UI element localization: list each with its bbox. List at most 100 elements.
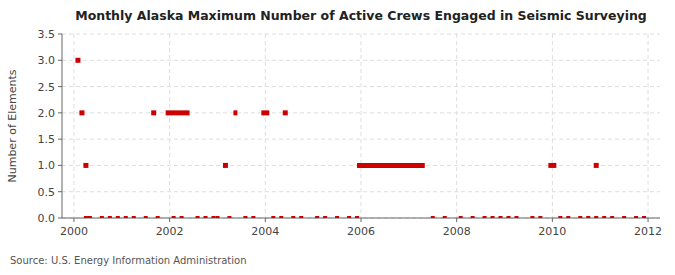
zero-mark (84, 216, 88, 218)
zero-mark (471, 216, 475, 218)
point (79, 110, 84, 115)
grid (62, 34, 660, 218)
point (283, 110, 288, 115)
tick-mark (58, 165, 62, 166)
chart: 0.00.51.01.52.02.53.03.52000200220042006… (0, 0, 675, 275)
tick-mark (58, 60, 62, 61)
zero-mark (88, 216, 92, 218)
zero-mark (634, 216, 638, 218)
grid-line (648, 34, 649, 218)
zero-mark (578, 216, 582, 218)
zero-mark (204, 216, 208, 218)
zero-mark (227, 216, 231, 218)
zero-mark (156, 216, 160, 218)
grid-line (62, 60, 660, 61)
zero-mark (558, 216, 562, 218)
tick-label: 2000 (60, 225, 88, 238)
segment (357, 163, 425, 168)
zero-mark (499, 216, 503, 218)
zero-mark (586, 216, 590, 218)
tick-mark (73, 218, 74, 222)
zero-mark (491, 216, 495, 218)
y-axis-line (62, 34, 63, 218)
zero-mark (594, 216, 598, 218)
zero-mark (116, 216, 120, 218)
grid-line (361, 34, 362, 218)
series (75, 58, 598, 168)
zero-mark (299, 216, 303, 218)
segment (233, 110, 237, 115)
zero-mark (196, 216, 200, 218)
zero-mark (514, 216, 518, 218)
tick-label: 0.5 (38, 186, 56, 199)
point (151, 110, 156, 115)
annotation: Source: U.S. Energy Information Administ… (10, 255, 247, 266)
zero-mark (538, 216, 542, 218)
zero-mark (132, 216, 136, 218)
point (223, 163, 228, 168)
segment (166, 110, 190, 115)
tick-label: 0.0 (38, 212, 56, 225)
zero-mark (642, 216, 646, 218)
zero-mark (566, 216, 570, 218)
point (594, 163, 599, 168)
zero-mark (622, 216, 626, 218)
tick-label: 1.0 (38, 159, 56, 172)
grid-line (62, 165, 660, 166)
segment (261, 110, 269, 115)
zero-mark (355, 216, 359, 218)
tick-mark (58, 191, 62, 192)
tick-label: 2006 (347, 225, 375, 238)
tick-label: 2012 (634, 225, 662, 238)
zero-mark (335, 216, 339, 218)
zero-mark (251, 216, 255, 218)
grid-line (265, 34, 266, 218)
point (83, 163, 88, 168)
zero-mark (347, 216, 351, 218)
tick-label: 2004 (251, 225, 279, 238)
zero-mark (279, 216, 283, 218)
tick-mark (58, 34, 62, 35)
zero-mark (291, 216, 295, 218)
grid-line (73, 34, 74, 218)
tick-mark (265, 218, 266, 222)
zero-mark (124, 216, 128, 218)
series (84, 216, 646, 218)
tick-label: 3.5 (38, 28, 56, 41)
zero-mark (243, 216, 247, 218)
zero-mark (610, 216, 614, 218)
grid-line (456, 34, 457, 218)
zero-mark (215, 216, 219, 218)
zero-mark (271, 216, 275, 218)
y-axis-label: Number of Elements (6, 69, 19, 182)
zero-mark (507, 216, 511, 218)
tick-mark (169, 218, 170, 222)
zero-mark (211, 216, 215, 218)
zero-mark (144, 216, 148, 218)
axes: 0.00.51.01.52.02.53.03.52000200220042006… (38, 28, 663, 238)
tick-label: 3.0 (38, 54, 56, 67)
tick-label: 2.5 (38, 81, 56, 94)
tick-label: 2002 (156, 225, 184, 238)
zero-mark (431, 216, 435, 218)
zero-mark (172, 216, 176, 218)
zero-mark (443, 216, 447, 218)
tick-label: 2010 (538, 225, 566, 238)
title: Monthly Alaska Maximum Number of Active … (75, 8, 647, 23)
plot-data (75, 58, 646, 218)
zero-mark (530, 216, 534, 218)
point (75, 58, 80, 63)
tick-mark (58, 218, 62, 219)
zero-mark (459, 216, 463, 218)
tick-mark (361, 218, 362, 222)
tick-label: 2008 (443, 225, 471, 238)
tick-mark (456, 218, 457, 222)
grid-line (169, 34, 170, 218)
zero-mark (602, 216, 606, 218)
zero-mark (180, 216, 184, 218)
tick-mark (648, 218, 649, 222)
tick-mark (552, 218, 553, 222)
zero-mark (315, 216, 319, 218)
segment (548, 163, 556, 168)
zero-mark (100, 216, 104, 218)
